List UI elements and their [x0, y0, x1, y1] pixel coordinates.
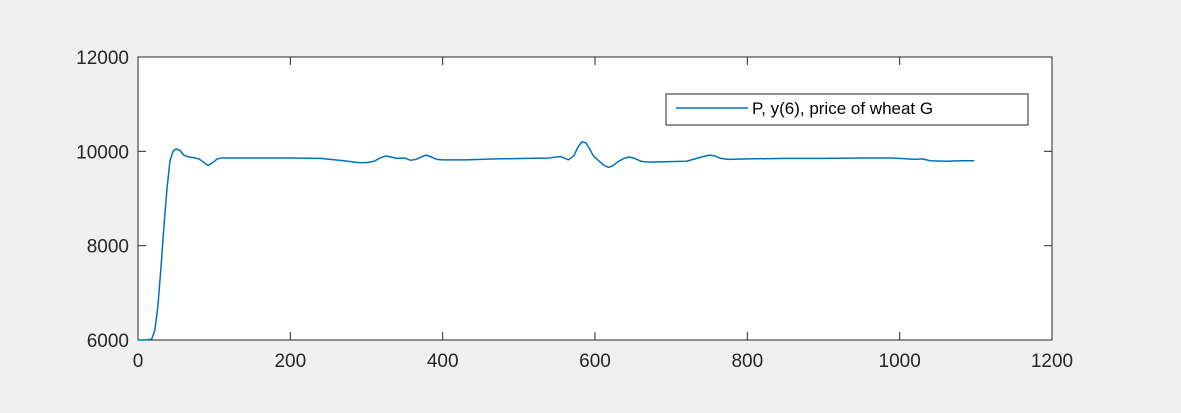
x-tick-label: 200 — [274, 351, 306, 372]
legend-label: P, y(6), price of wheat G — [752, 99, 933, 118]
series-line — [137, 141, 975, 341]
y-tick-label: 10000 — [76, 142, 129, 163]
y-tick-label: 12000 — [76, 48, 129, 69]
legend: P, y(6), price of wheat G — [665, 93, 1029, 126]
x-tick-label: 0 — [133, 351, 144, 372]
x-tick-label: 800 — [731, 351, 763, 372]
y-tick-label: 8000 — [87, 237, 129, 258]
x-tick-label: 1200 — [1031, 351, 1073, 372]
y-tick-label: 6000 — [87, 331, 129, 352]
x-tick-label: 400 — [427, 351, 459, 372]
x-tick-label: 600 — [579, 351, 611, 372]
legend-box — [665, 93, 1029, 126]
x-tick-label: 1000 — [879, 351, 921, 372]
